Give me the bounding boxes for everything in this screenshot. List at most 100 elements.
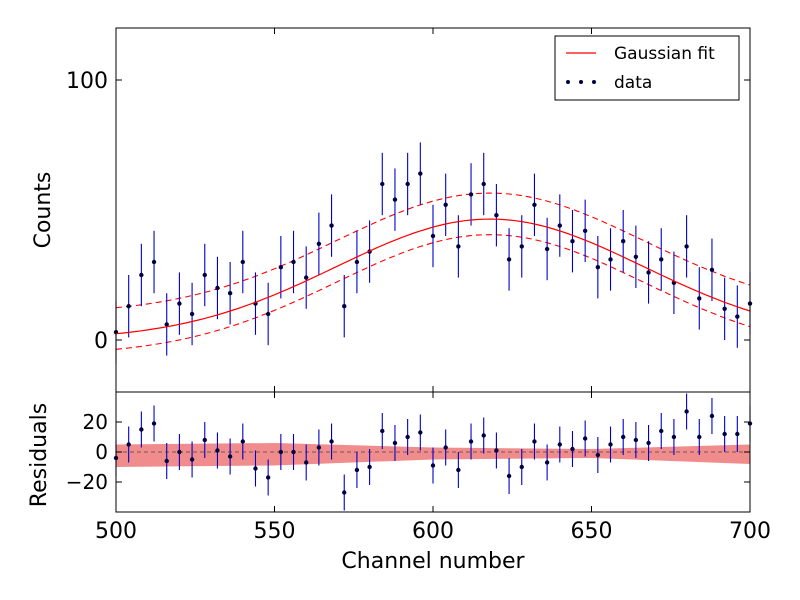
residual-point — [418, 430, 423, 435]
residual-y-tick-label: 20 — [83, 410, 108, 434]
x-tick-label: 700 — [729, 519, 771, 544]
residual-point — [506, 473, 512, 479]
residual-point — [544, 460, 550, 465]
residual-point — [684, 409, 689, 414]
residual-point — [595, 452, 601, 458]
data-point — [633, 254, 639, 259]
residual-point — [215, 448, 220, 453]
residual-point — [532, 439, 537, 444]
data-point — [342, 304, 347, 309]
residual-point — [177, 449, 182, 455]
data-point — [659, 257, 664, 262]
residual-point — [253, 466, 258, 471]
x-tick-label: 550 — [254, 519, 296, 544]
three-dots-icon — [566, 80, 596, 84]
residual-point — [278, 449, 284, 455]
residual-point — [697, 434, 702, 440]
data-point — [544, 246, 550, 252]
main-axis-ticks: 0 100 — [66, 28, 751, 392]
main-y-axis-label: Counts — [31, 172, 56, 249]
residual-point — [316, 445, 322, 450]
residual-point — [265, 475, 271, 480]
x-tick-label: 650 — [571, 519, 613, 544]
data-point — [265, 311, 271, 317]
data-point — [709, 267, 715, 272]
data-point — [443, 202, 448, 207]
data-point — [164, 322, 169, 327]
data-point — [354, 259, 360, 265]
residual-point — [481, 433, 486, 438]
residual-point — [709, 413, 715, 419]
data-point — [468, 192, 474, 197]
residual-point — [304, 460, 309, 465]
residual-point — [582, 436, 588, 441]
data-point — [595, 265, 601, 270]
data-point — [177, 301, 182, 306]
residual-point — [671, 434, 677, 440]
data-point — [506, 257, 512, 262]
data-point — [621, 239, 626, 244]
residuals-panel: −20 0 20 500 550 600 650 700 Residuals Channel … — [27, 391, 771, 574]
residual-point — [430, 463, 436, 468]
residual-y-tick-label: −20 — [66, 470, 108, 494]
data-point — [291, 259, 296, 265]
residual-point — [240, 439, 245, 444]
residual-point — [392, 440, 398, 446]
data-point — [139, 272, 144, 278]
data-point — [227, 291, 233, 296]
residual-point — [557, 442, 562, 447]
data-point — [278, 265, 284, 270]
data-point — [697, 296, 702, 301]
residual-point — [329, 439, 334, 444]
residual-axis-ticks: −20 0 20 500 550 600 650 700 — [66, 392, 771, 544]
data-point — [304, 275, 309, 280]
data-point — [532, 202, 537, 207]
data-point — [582, 228, 588, 233]
residual-point — [342, 490, 347, 495]
residual-point — [164, 458, 169, 464]
residual-point — [735, 431, 740, 437]
data-point — [456, 244, 461, 249]
legend-label-fit: Gaussian fit — [614, 44, 715, 64]
data-point — [240, 259, 245, 265]
data-point — [481, 181, 486, 187]
data-point — [519, 244, 524, 249]
data-point — [722, 306, 727, 311]
residual-point — [354, 467, 360, 473]
residual-point — [456, 467, 461, 473]
data-point — [189, 311, 195, 317]
legend-label-data: data — [614, 73, 652, 93]
x-tick-label: 500 — [95, 519, 137, 544]
residual-y-axis-label: Residuals — [27, 403, 52, 507]
residual-point — [494, 448, 499, 453]
data-point — [418, 171, 423, 176]
residual-point — [380, 428, 385, 434]
data-point — [684, 244, 689, 249]
data-point — [151, 259, 157, 265]
residual-y-tick-label: 0 — [95, 440, 108, 464]
main-panel: 0 100 Counts Gaussian fit data — [31, 27, 753, 393]
residual-point — [291, 449, 296, 455]
x-tick-label: 600 — [412, 519, 454, 544]
data-point — [735, 314, 740, 319]
legend: Gaussian fit data — [554, 35, 740, 101]
data-point — [126, 304, 131, 309]
residual-point — [646, 440, 651, 446]
main-error-bars — [115, 142, 751, 364]
residual-point — [139, 427, 144, 432]
data-point — [430, 233, 436, 239]
residual-point — [570, 446, 575, 452]
data-point — [646, 270, 651, 275]
legend-box — [554, 35, 740, 101]
main-data-points — [113, 171, 753, 335]
residual-point — [608, 442, 613, 447]
residual-point — [659, 428, 664, 434]
data-point — [316, 241, 322, 246]
residual-point — [202, 437, 207, 443]
residual-point — [443, 445, 448, 450]
residual-point — [367, 464, 372, 470]
data-point — [215, 285, 220, 291]
residual-point — [151, 421, 157, 426]
y-tick-label: 0 — [94, 329, 108, 354]
